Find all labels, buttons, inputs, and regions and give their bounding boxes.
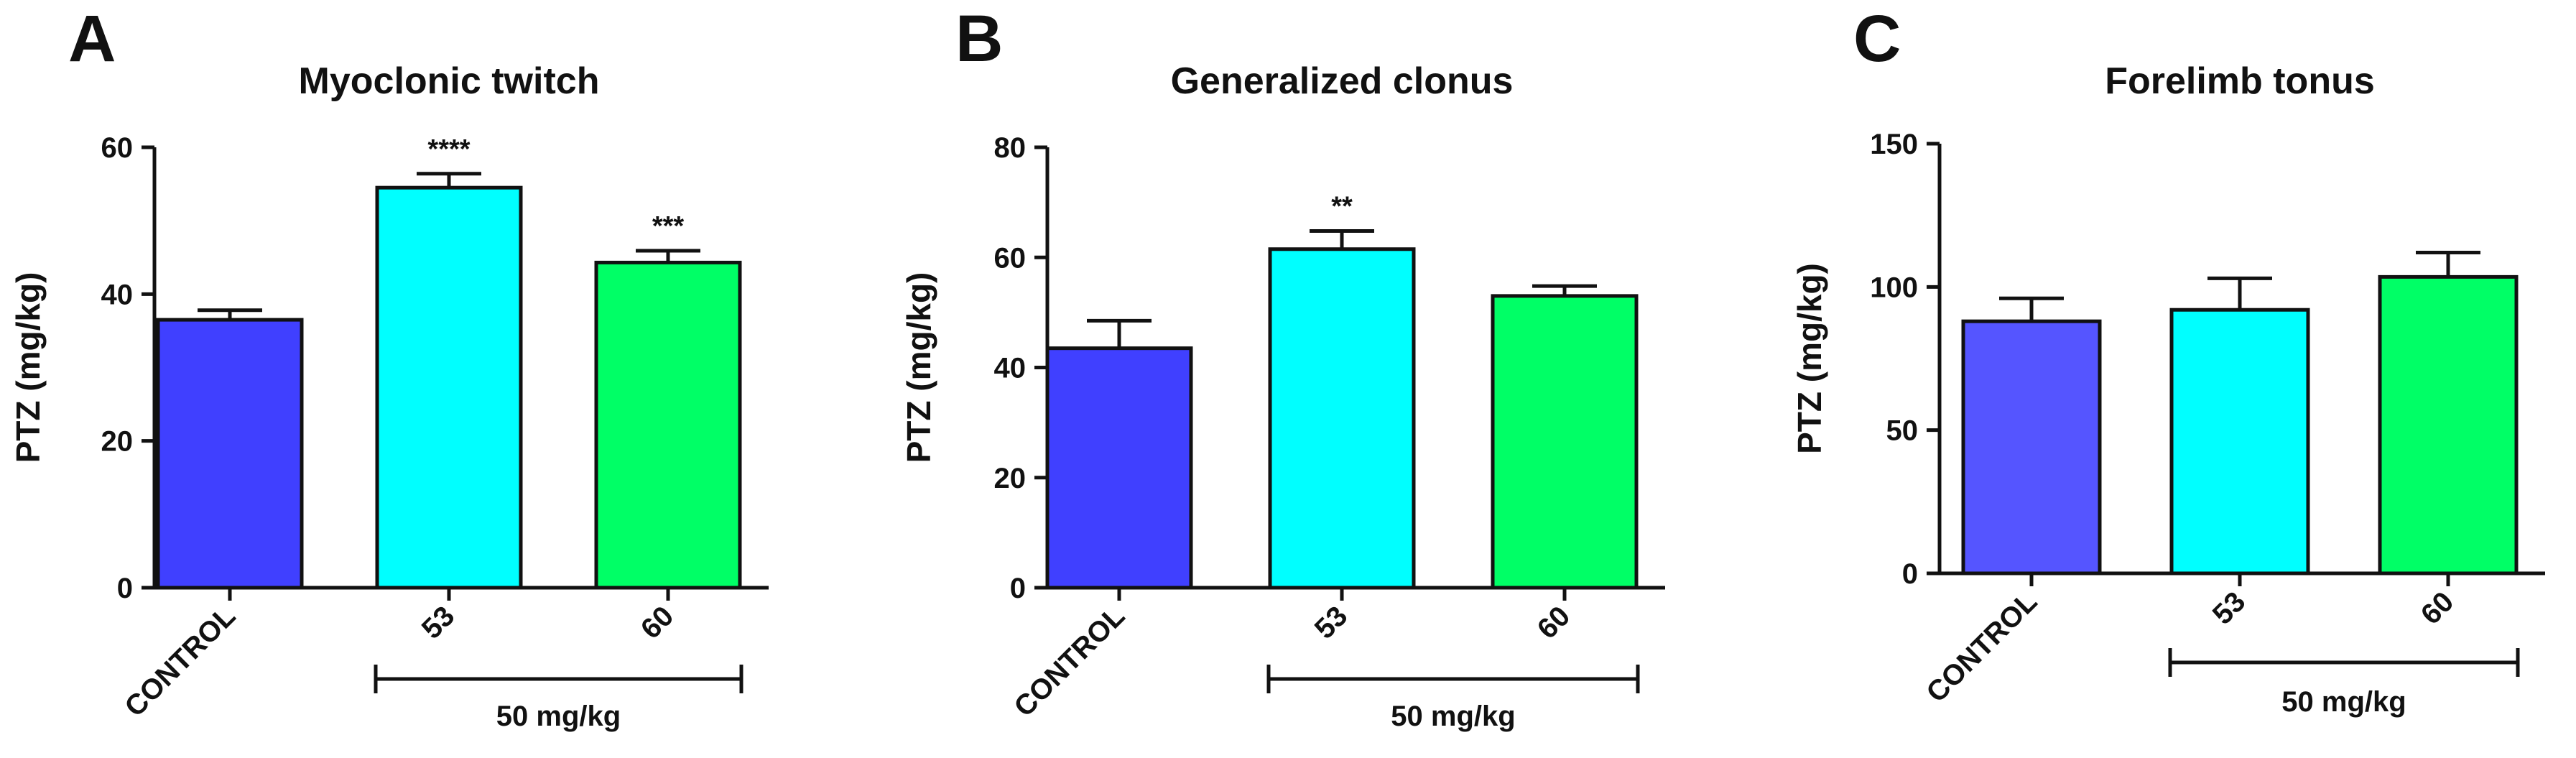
bar-53: [1268, 247, 1416, 590]
x-tick-label: CONTROL: [119, 600, 241, 723]
panel-letter-C: C: [1853, 2, 1901, 75]
x-tick-label: CONTROL: [1920, 586, 2043, 708]
y-tick-label: 80: [994, 132, 1027, 164]
significance-label: **: [1331, 191, 1353, 221]
bar-control: [1045, 346, 1193, 590]
bar-53: [2169, 308, 2310, 576]
y-tick-label: 0: [117, 573, 133, 604]
group-label: 50 mg/kg: [2281, 686, 2406, 718]
y-tick-label: 40: [101, 279, 134, 310]
bar-60: [594, 260, 742, 590]
y-axis-label: PTZ (mg/kg): [900, 272, 937, 463]
x-tick-label: 53: [416, 600, 461, 645]
chart-title: Myoclonic twitch: [299, 60, 600, 102]
x-tick-label: 53: [1309, 600, 1354, 645]
y-tick-label: 150: [1870, 129, 1918, 160]
panel-letter-B: B: [955, 2, 1003, 75]
y-tick-label: 0: [1902, 558, 1918, 590]
y-tick-label: 60: [101, 132, 134, 164]
x-tick-label: CONTROL: [1008, 600, 1131, 723]
x-tick-label: 60: [2415, 586, 2460, 631]
chart-title: Generalized clonus: [1171, 60, 1514, 102]
y-axis-label: PTZ (mg/kg): [9, 272, 47, 463]
chart-title: Forelimb tonus: [2105, 60, 2375, 102]
bar-control: [1961, 319, 2102, 576]
y-tick-label: 60: [994, 242, 1027, 274]
x-tick-label: 60: [1532, 600, 1577, 645]
significance-label: ****: [427, 134, 470, 165]
y-axis-label: PTZ (mg/kg): [1791, 263, 1828, 454]
y-tick-label: 20: [101, 426, 134, 458]
bar-60: [2378, 274, 2519, 576]
y-tick-label: 0: [1010, 573, 1026, 604]
panel-letter-A: A: [68, 2, 116, 75]
y-tick-label: 20: [994, 463, 1027, 494]
group-label: 50 mg/kg: [1391, 701, 1515, 732]
x-tick-label: 60: [635, 600, 680, 645]
x-tick-label: 53: [2207, 586, 2252, 631]
y-tick-label: 50: [1886, 415, 1919, 447]
y-tick-label: 40: [994, 353, 1027, 384]
bar-53: [375, 185, 523, 590]
y-tick-label: 100: [1870, 272, 1918, 303]
significance-label: ***: [652, 211, 685, 241]
bar-60: [1491, 294, 1639, 590]
group-label: 50 mg/kg: [496, 701, 621, 732]
bar-control: [156, 318, 304, 590]
